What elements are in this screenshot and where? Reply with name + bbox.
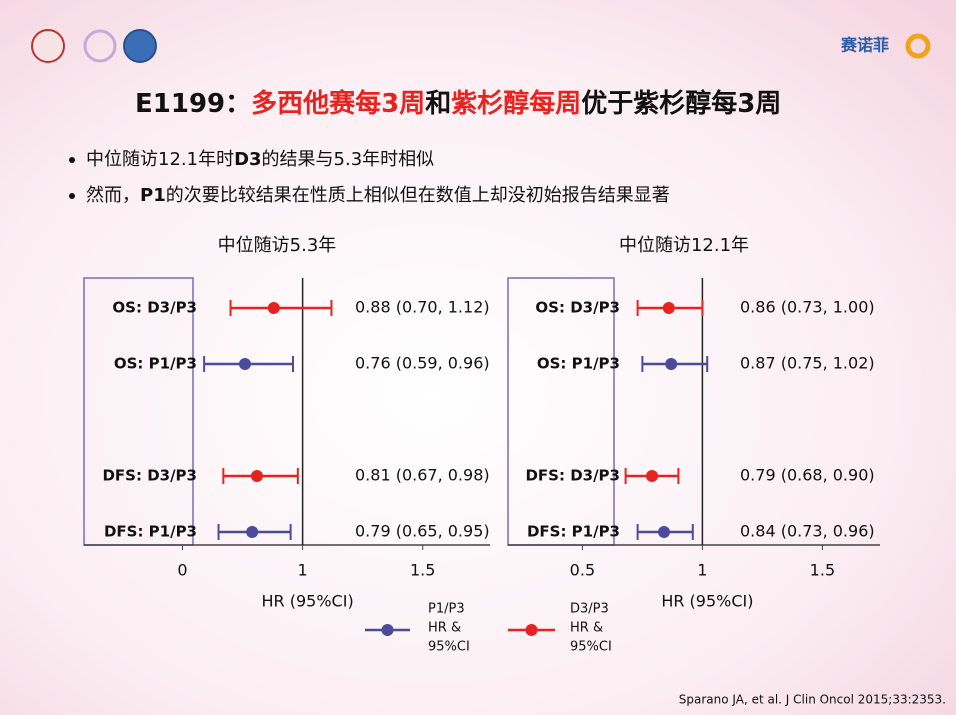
x-axis-label: HR (95%CI) bbox=[661, 592, 753, 611]
point-estimate bbox=[250, 470, 263, 482]
chart-title: 中位随访5.3年 bbox=[218, 235, 337, 256]
bullet-segment: P1 bbox=[140, 185, 166, 206]
row-label: OS: D3/P3 bbox=[112, 299, 197, 317]
point-estimate bbox=[267, 302, 280, 314]
bullet-dot bbox=[69, 193, 75, 199]
legend-label: 95%CI bbox=[570, 640, 612, 655]
bullet-segment: 的次要比较结果在性质上相似但在数值上却没初始报告结果显著 bbox=[166, 185, 670, 206]
value-label: 0.86 (0.73, 1.00) bbox=[740, 298, 875, 317]
legend-label: D3/P3 bbox=[570, 602, 609, 617]
x-tick-label: 0.5 bbox=[570, 561, 595, 580]
logo bbox=[83, 29, 117, 63]
point-estimate bbox=[646, 470, 658, 482]
value-label: 0.88 (0.70, 1.12) bbox=[355, 298, 490, 317]
row-label: OS: P1/P3 bbox=[537, 355, 620, 373]
legend-label: HR & bbox=[570, 621, 603, 636]
value-label: 0.81 (0.67, 0.98) bbox=[355, 466, 490, 485]
citation: Sparano JA, et al. J Clin Oncol 2015;33:… bbox=[679, 693, 946, 707]
x-axis-label: HR (95%CI) bbox=[262, 592, 354, 611]
x-tick-label: 0 bbox=[177, 561, 187, 580]
x-tick-label: 1 bbox=[298, 561, 308, 580]
point-estimate bbox=[246, 526, 259, 538]
slide-title: E1199：多西他赛每3周和紫杉醇每周优于紫杉醇每3周 bbox=[135, 88, 781, 119]
bullet-segment: 然而， bbox=[86, 185, 140, 206]
title-segment: 紫杉醇每周 bbox=[451, 88, 581, 119]
logo bbox=[31, 29, 65, 63]
logo bbox=[905, 33, 931, 59]
row-label: DFS: P1/P3 bbox=[527, 523, 620, 541]
brand: 赛诺菲 bbox=[840, 36, 889, 55]
legend-dot bbox=[381, 624, 394, 636]
x-tick-label: 1 bbox=[697, 561, 707, 580]
bullet-segment: 中位随访12.1年时 bbox=[86, 149, 234, 170]
x-tick-label: 1.5 bbox=[810, 561, 835, 580]
value-label: 0.76 (0.59, 0.96) bbox=[355, 354, 490, 373]
title-segment: 优于紫杉醇每3周 bbox=[581, 88, 781, 119]
point-estimate bbox=[662, 302, 675, 314]
row-label: DFS: D3/P3 bbox=[102, 467, 197, 485]
title-segment: E1199： bbox=[135, 89, 251, 119]
logo bbox=[123, 29, 157, 63]
logos bbox=[31, 29, 931, 63]
value-label: 0.84 (0.73, 0.96) bbox=[740, 522, 875, 541]
point-estimate bbox=[658, 526, 670, 538]
legend-label: HR & bbox=[428, 621, 461, 636]
bullet-text: 中位随访12.1年时D3的结果与5.3年时相似 bbox=[86, 149, 434, 170]
legend-dot bbox=[525, 624, 538, 636]
bullet-dot bbox=[69, 157, 75, 163]
title-segment: 和 bbox=[425, 89, 451, 119]
legend-label: P1/P3 bbox=[428, 602, 465, 617]
row-label: OS: P1/P3 bbox=[114, 355, 197, 373]
chart-title: 中位随访12.1年 bbox=[619, 235, 749, 256]
row-label: OS: D3/P3 bbox=[535, 299, 620, 317]
value-label: 0.79 (0.68, 0.90) bbox=[740, 466, 875, 485]
bullet-segment: 的结果与5.3年时相似 bbox=[262, 149, 435, 170]
row-label: DFS: D3/P3 bbox=[525, 467, 620, 485]
bullets: 中位随访12.1年时D3的结果与5.3年时相似然而，P1的次要比较结果在性质上相… bbox=[69, 149, 670, 206]
title-segment: 多西他赛每3周 bbox=[251, 88, 425, 119]
bullet-segment: D3 bbox=[234, 149, 261, 170]
value-label: 0.87 (0.75, 1.02) bbox=[740, 354, 875, 373]
point-estimate bbox=[665, 358, 678, 370]
value-label: 0.79 (0.65, 0.95) bbox=[355, 522, 490, 541]
legend-label: 95%CI bbox=[428, 640, 470, 655]
row-label: DFS: P1/P3 bbox=[104, 523, 197, 541]
x-tick-label: 1.5 bbox=[410, 561, 435, 580]
point-estimate bbox=[238, 358, 251, 370]
bullet-text: 然而，P1的次要比较结果在性质上相似但在数值上却没初始报告结果显著 bbox=[86, 185, 670, 206]
